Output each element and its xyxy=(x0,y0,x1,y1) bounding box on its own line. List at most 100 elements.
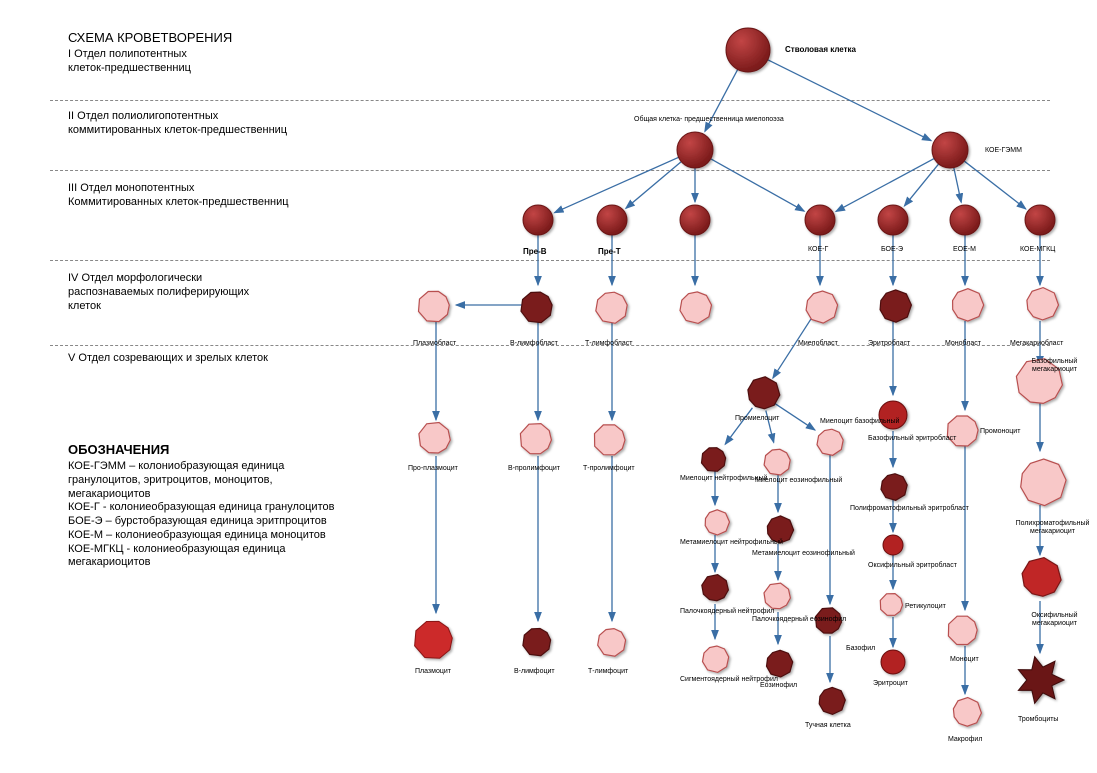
node-megakaryoblast xyxy=(1027,288,1059,320)
node-eos xyxy=(767,650,793,677)
node-label: Макрофил xyxy=(948,736,982,744)
node-label: Полихроматофильный мегакариоцит xyxy=(1008,520,1097,535)
section-1: I Отдел полипотентных клеток-предшествен… xyxy=(68,48,191,76)
node-label: Палочкоядерный нейтрофил xyxy=(680,608,774,616)
node-label: Стволовая клетка xyxy=(785,46,856,55)
diagram-title: СХЕМА КРОВЕТВОРЕНИЯ xyxy=(68,30,232,46)
node-label: Монобласт xyxy=(945,340,981,348)
node-label: КОЕ-МГКЦ xyxy=(1020,246,1055,254)
node-label: КОЕ-ГЭММ xyxy=(985,147,1022,155)
node-koeG xyxy=(805,205,835,235)
node-stem xyxy=(726,28,770,72)
section-3: III Отдел монопотентных Коммитированных … xyxy=(68,182,289,210)
node-label: Миелобласт xyxy=(798,340,838,348)
node-label: Миелоцит базофильный xyxy=(820,418,899,426)
node-label: Миелоцит еозинофильный xyxy=(755,477,842,485)
node-label: Про-плазмоцит xyxy=(408,465,458,473)
separator xyxy=(50,170,1050,171)
node-boeE xyxy=(878,205,908,235)
section-4: IV Отдел морфологически распознаваемых п… xyxy=(68,272,249,313)
node-t_lymphoblast xyxy=(596,292,627,323)
node-label: В-пролимфоцит xyxy=(508,465,560,473)
node-bandN xyxy=(702,575,729,601)
node-label: В-лимфобласт xyxy=(510,340,558,348)
node-label: Пре-В xyxy=(523,248,547,257)
edge xyxy=(554,157,679,213)
node-label: БОЕ-Э xyxy=(881,246,903,254)
node-label: Тромбоциты xyxy=(1018,716,1058,724)
node-makro xyxy=(953,698,981,727)
node-label: Метамиелоцит еозинофильный xyxy=(752,550,855,558)
node-erythroblast xyxy=(880,290,911,322)
node-label: Т-лимфобласт xyxy=(585,340,632,348)
node-mono xyxy=(948,616,977,644)
edge xyxy=(710,158,804,211)
separator xyxy=(50,100,1050,101)
node-monoblast xyxy=(953,289,984,321)
node-koeMK xyxy=(1025,205,1055,235)
node-label: Еозинофил xyxy=(760,682,797,690)
node-r4_3b xyxy=(680,292,712,324)
node-label: Оксифильный мегакариоцит xyxy=(1012,612,1097,627)
node-oxyEB xyxy=(883,535,903,555)
node-label: Плазмоцит xyxy=(415,668,451,676)
node-label: Мегакариобласт xyxy=(1010,340,1063,348)
node-myelo_common xyxy=(677,132,713,168)
node-b_lymphoblast xyxy=(521,292,552,323)
edge xyxy=(773,318,811,378)
edge xyxy=(963,160,1025,209)
edge xyxy=(836,158,935,211)
node-koe_gemm xyxy=(932,132,968,168)
section-2: II Отдел полиолигопотентных коммитирован… xyxy=(68,110,287,138)
node-label: Эритроцит xyxy=(873,680,908,688)
node-preB_n xyxy=(523,205,553,235)
node-label: Промоноцит xyxy=(980,428,1020,436)
node-label: Базофил xyxy=(846,645,875,653)
node-mast xyxy=(819,687,845,714)
node-label: Тучная клетка xyxy=(805,722,851,730)
node-label: Оксифильный эритробласт xyxy=(868,562,957,570)
node-label: Т-пролимфоцит xyxy=(583,465,635,473)
edge xyxy=(626,161,682,208)
node-label: Т-лимфоцит xyxy=(588,668,628,676)
node-label: Метамиелоцит нейтрофильный xyxy=(680,539,783,547)
node-polyEB xyxy=(881,474,907,501)
node-label: Общая клетка- предшественница миелопоэза xyxy=(634,116,784,124)
section-5: V Отдел созревающих и зрелых клеток xyxy=(68,352,268,366)
node-label: Палочкоядерный еозинофил xyxy=(752,616,846,624)
legend-text: КОЕ-ГЭММ – колониобразующая единица гран… xyxy=(68,460,334,570)
node-promyelo xyxy=(748,377,780,409)
node-label: Базофильный эритробласт xyxy=(868,435,956,443)
node-label: ЕОЕ-М xyxy=(953,246,976,254)
node-label: Эритробласт xyxy=(868,340,910,348)
node-myeE xyxy=(764,449,790,475)
node-bandE xyxy=(764,583,790,609)
edge xyxy=(954,167,962,203)
node-bProlymph xyxy=(520,424,551,454)
node-label: Базофильный мегакариоцит xyxy=(1012,358,1097,373)
node-myeN xyxy=(702,448,726,472)
node-polyMK xyxy=(1021,459,1066,506)
edge xyxy=(775,404,815,430)
node-plasmocyte xyxy=(415,621,453,658)
node-label: Моноцит xyxy=(950,656,979,664)
node-proPlasmo xyxy=(419,423,450,454)
node-segN xyxy=(703,646,729,672)
node-myeB xyxy=(817,429,843,455)
legend-title: ОБОЗНАЧЕНИЯ xyxy=(68,442,169,458)
node-label: Плазмобласт xyxy=(413,340,456,348)
node-bLymph xyxy=(523,629,551,656)
separator xyxy=(50,260,1050,261)
node-metaN xyxy=(705,510,729,535)
node-eryth xyxy=(881,650,905,674)
node-label: Промиелоцит xyxy=(735,415,779,423)
node-retic xyxy=(880,594,902,616)
node-tProlymph xyxy=(595,425,626,455)
node-label: Ретикулоцит xyxy=(905,603,946,611)
edge xyxy=(725,408,752,445)
node-thromb xyxy=(1018,657,1064,704)
node-tLymph xyxy=(598,629,626,657)
node-oxyMK xyxy=(1022,558,1061,597)
node-plasmoblast xyxy=(419,291,450,321)
node-label: КОЕ-Г xyxy=(808,246,828,254)
